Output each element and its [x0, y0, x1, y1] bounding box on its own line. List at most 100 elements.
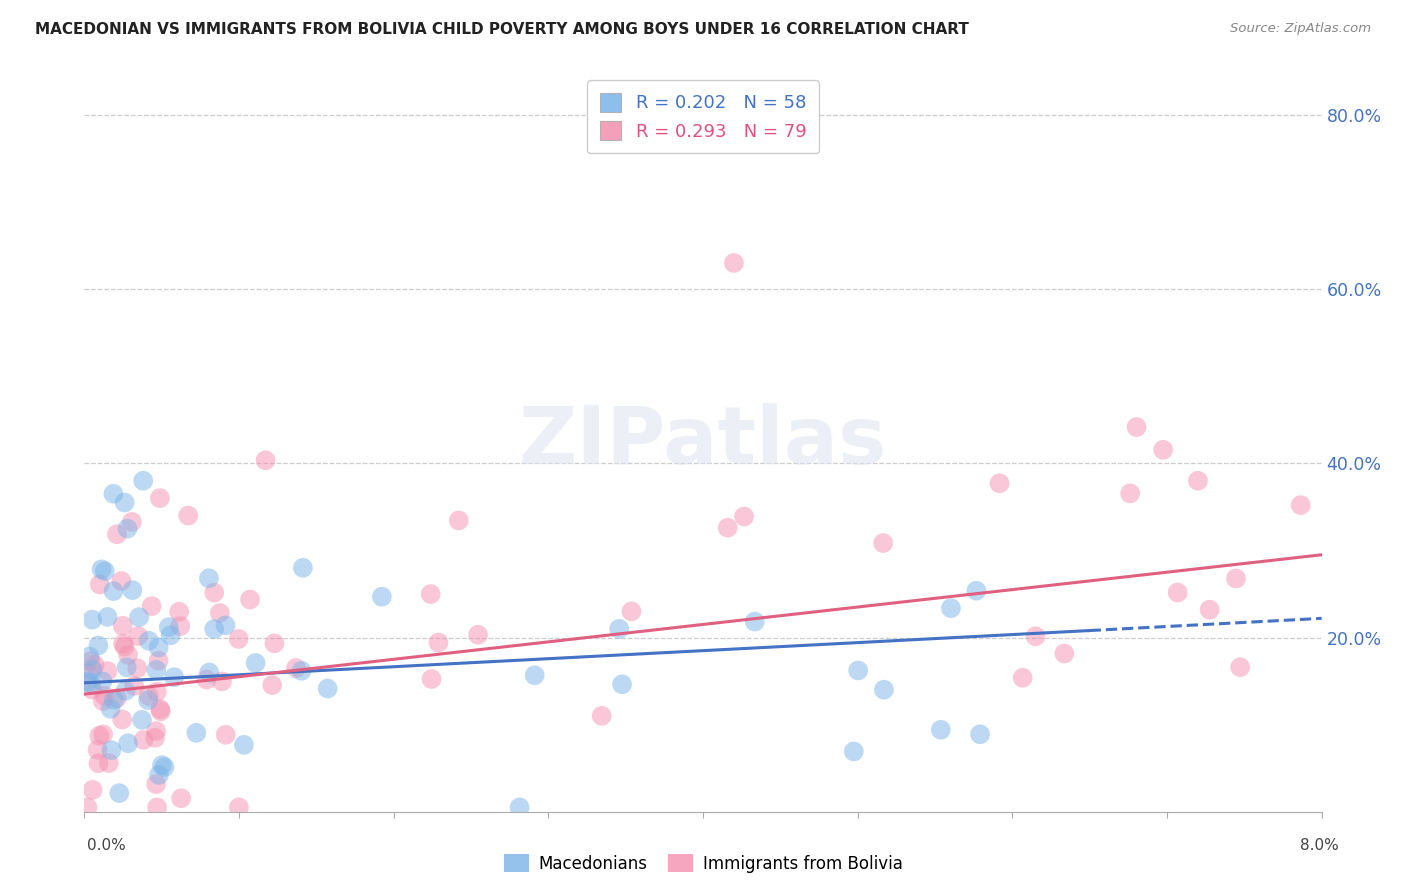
Point	[929, 723, 952, 737]
Point	[79, 649, 101, 664]
Point	[122, 679, 145, 693]
Point	[127, 629, 149, 643]
Point	[723, 256, 745, 270]
Point	[1152, 442, 1174, 457]
Point	[103, 487, 125, 501]
Point	[195, 673, 218, 687]
Point	[965, 583, 987, 598]
Point	[371, 590, 394, 604]
Point	[96, 610, 118, 624]
Point	[523, 668, 546, 682]
Point	[1289, 498, 1312, 512]
Point	[291, 561, 314, 575]
Point	[1229, 660, 1251, 674]
Point	[159, 628, 181, 642]
Point	[100, 702, 122, 716]
Point	[132, 732, 155, 747]
Point	[79, 676, 101, 690]
Point	[620, 604, 643, 618]
Point	[141, 599, 163, 614]
Point	[76, 800, 98, 814]
Point	[111, 619, 134, 633]
Point	[149, 491, 172, 505]
Point	[131, 713, 153, 727]
Point	[97, 756, 120, 770]
Point	[145, 663, 167, 677]
Point	[733, 509, 755, 524]
Point	[988, 476, 1011, 491]
Point	[105, 691, 128, 706]
Point	[591, 709, 613, 723]
Point	[117, 522, 139, 536]
Point	[872, 536, 894, 550]
Point	[121, 583, 143, 598]
Text: MACEDONIAN VS IMMIGRANTS FROM BOLIVIA CHILD POVERTY AMONG BOYS UNDER 16 CORRELAT: MACEDONIAN VS IMMIGRANTS FROM BOLIVIA CH…	[35, 22, 969, 37]
Point	[447, 513, 470, 527]
Point	[100, 743, 122, 757]
Point	[111, 713, 134, 727]
Point	[76, 674, 98, 689]
Point	[96, 664, 118, 678]
Point	[167, 605, 190, 619]
Point	[153, 760, 176, 774]
Point	[77, 666, 100, 681]
Point	[744, 615, 766, 629]
Point	[1053, 647, 1076, 661]
Point	[136, 693, 159, 707]
Point	[87, 756, 110, 771]
Point	[1025, 629, 1047, 643]
Point	[146, 800, 169, 814]
Point	[110, 574, 132, 588]
Point	[145, 724, 167, 739]
Point	[103, 693, 125, 707]
Point	[1167, 585, 1189, 599]
Text: 0.0%: 0.0%	[87, 838, 127, 853]
Point	[1198, 602, 1220, 616]
Point	[114, 683, 136, 698]
Point	[86, 742, 108, 756]
Point	[148, 654, 170, 668]
Point	[214, 618, 236, 632]
Point	[93, 689, 115, 703]
Point	[969, 727, 991, 741]
Point	[427, 635, 450, 649]
Point	[117, 736, 139, 750]
Point	[254, 453, 277, 467]
Point	[939, 601, 962, 615]
Point	[132, 474, 155, 488]
Point	[148, 768, 170, 782]
Point	[186, 726, 208, 740]
Point	[138, 633, 160, 648]
Point	[114, 640, 136, 654]
Point	[420, 672, 443, 686]
Point	[148, 640, 170, 655]
Point	[90, 562, 112, 576]
Point	[138, 689, 160, 703]
Point	[82, 682, 104, 697]
Point	[89, 577, 111, 591]
Legend: Macedonians, Immigrants from Bolivia: Macedonians, Immigrants from Bolivia	[496, 847, 910, 880]
Point	[262, 678, 284, 692]
Point	[846, 664, 869, 678]
Point	[103, 584, 125, 599]
Point	[239, 592, 262, 607]
Text: 8.0%: 8.0%	[1299, 838, 1339, 853]
Point	[607, 622, 630, 636]
Point	[170, 791, 193, 805]
Point	[149, 702, 172, 716]
Point	[79, 654, 101, 668]
Point	[145, 777, 167, 791]
Point	[419, 587, 441, 601]
Point	[82, 782, 104, 797]
Point	[91, 727, 114, 741]
Point	[83, 657, 105, 672]
Point	[1125, 420, 1147, 434]
Point	[150, 758, 173, 772]
Point	[211, 674, 233, 689]
Point	[717, 521, 740, 535]
Point	[873, 682, 896, 697]
Point	[115, 660, 138, 674]
Point	[228, 632, 250, 646]
Point	[177, 508, 200, 523]
Point	[842, 744, 865, 758]
